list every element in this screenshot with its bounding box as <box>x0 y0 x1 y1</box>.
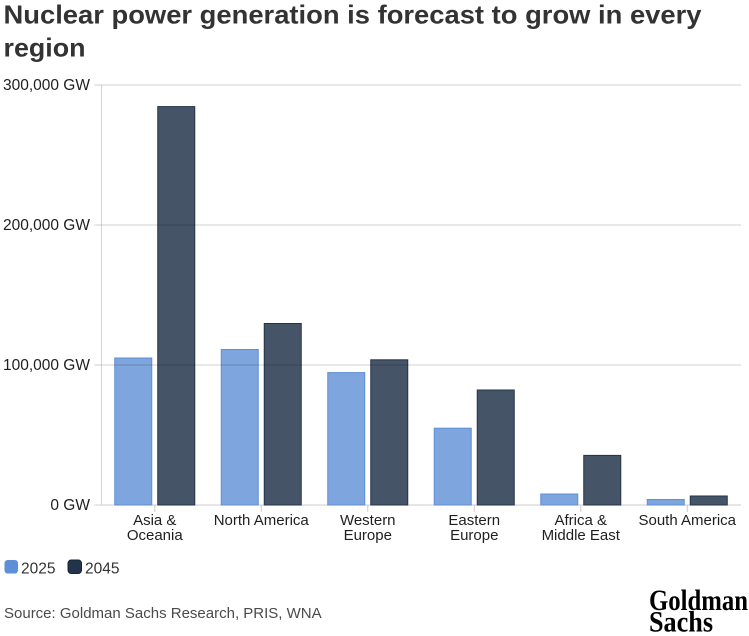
svg-text:0 GW: 0 GW <box>50 497 90 514</box>
svg-text:Europe: Europe <box>344 527 392 544</box>
svg-text:region: region <box>4 32 86 62</box>
svg-text:2025: 2025 <box>21 561 55 578</box>
svg-text:300,000 GW: 300,000 GW <box>3 77 90 94</box>
svg-text:Eastern: Eastern <box>448 512 500 529</box>
svg-text:2045: 2045 <box>85 561 119 578</box>
svg-text:South America: South America <box>638 512 736 529</box>
svg-text:Africa &: Africa & <box>554 512 607 529</box>
svg-text:Source: Goldman Sachs Research: Source: Goldman Sachs Research, PRIS, WN… <box>4 605 322 622</box>
svg-text:Western: Western <box>340 512 396 529</box>
svg-text:Europe: Europe <box>450 527 498 544</box>
svg-text:Oceania: Oceania <box>127 527 184 544</box>
svg-text:Asia &: Asia & <box>133 512 176 529</box>
svg-text:100,000 GW: 100,000 GW <box>3 357 90 374</box>
svg-text:Goldman: Goldman <box>649 584 748 617</box>
svg-text:Sachs: Sachs <box>649 606 713 636</box>
svg-text:North America: North America <box>214 512 310 529</box>
svg-text:200,000 GW: 200,000 GW <box>3 217 90 234</box>
svg-text:Nuclear power generation is fo: Nuclear power generation is forecast to … <box>4 0 703 29</box>
svg-text:Middle East: Middle East <box>542 527 621 544</box>
